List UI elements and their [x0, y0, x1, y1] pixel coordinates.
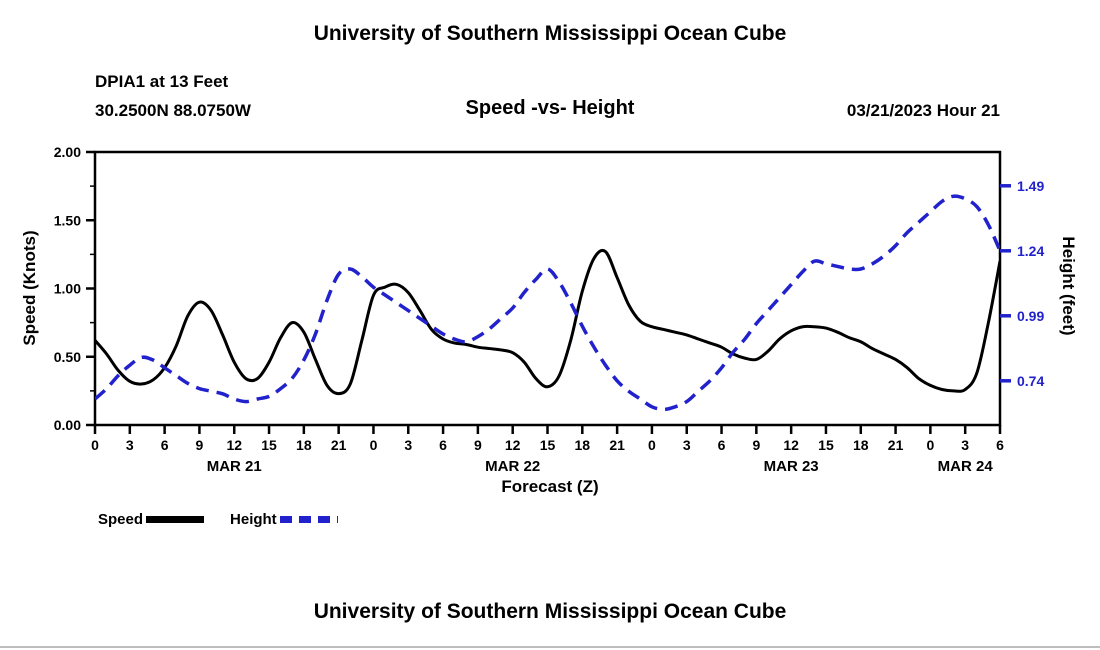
x-axis-tick-label: 3 — [683, 437, 691, 453]
x-axis-tick-label: 15 — [818, 437, 834, 453]
right-axis-title: Height (feet) — [1059, 236, 1078, 336]
x-axis-tick-label: 0 — [648, 437, 656, 453]
x-axis-tick-label: 6 — [439, 437, 447, 453]
right-axis-tick-label: 1.49 — [1017, 178, 1044, 194]
series-line-speed — [95, 248, 1000, 396]
x-axis-tick-label: 6 — [161, 437, 169, 453]
x-axis-tick-label: 6 — [996, 437, 1004, 453]
x-axis-tick-label: 0 — [370, 437, 378, 453]
x-axis-day-label: MAR 24 — [938, 458, 994, 475]
x-axis-tick-label: 9 — [474, 437, 482, 453]
page-title: University of Southern Mississippi Ocean… — [313, 22, 787, 45]
x-axis-tick-label: 0 — [926, 437, 934, 453]
x-axis-tick-label: 21 — [609, 437, 625, 453]
x-axis-tick-label: 0 — [91, 437, 99, 453]
x-axis-tick-label: 18 — [575, 437, 591, 453]
bottom-divider — [0, 646, 1100, 648]
chart-title: Speed -vs- Height — [465, 97, 635, 119]
plot-border — [93, 150, 1002, 427]
series-line-height — [95, 194, 1000, 412]
x-axis-day-label: MAR 22 — [485, 458, 540, 475]
right-axis-tick-label: 1.24 — [1017, 243, 1044, 259]
x-axis-tick-label: 18 — [296, 437, 312, 453]
x-axis-tick-label: 3 — [404, 437, 412, 453]
x-axis-tick-label: 18 — [853, 437, 869, 453]
x-axis-title: Forecast (Z) — [501, 477, 599, 496]
legend-height-swatch — [279, 516, 338, 523]
x-axis-tick-label: 15 — [261, 437, 277, 453]
right-axis-tick-label: 0.99 — [1017, 308, 1044, 324]
x-axis-tick-label: 3 — [961, 437, 969, 453]
chart-legend: Speed Height — [98, 511, 338, 528]
left-axis-tick-label: 0.50 — [54, 349, 81, 365]
x-axis-tick-label: 9 — [196, 437, 204, 453]
x-axis-day-label: MAR 21 — [207, 458, 262, 475]
left-axis-tick-label: 2.00 — [54, 144, 81, 160]
x-axis-tick-label: 9 — [752, 437, 760, 453]
x-axis-tick-label: 15 — [540, 437, 556, 453]
legend-speed-label: Speed — [98, 511, 144, 528]
x-axis-tick-label: 12 — [783, 437, 799, 453]
x-axis-tick-label: 3 — [126, 437, 134, 453]
right-axis-tick-label: 0.74 — [1017, 373, 1044, 389]
station-label: DPIA1 at 13 Feet — [95, 72, 229, 91]
x-axis-tick-label: 12 — [226, 437, 242, 453]
left-axis-title: Speed (Knots) — [20, 230, 39, 346]
x-axis-day-label: MAR 23 — [764, 458, 819, 475]
left-axis-tick-label: 1.00 — [54, 281, 81, 297]
x-axis-tick-label: 21 — [888, 437, 904, 453]
x-axis-tick-label: 21 — [331, 437, 347, 453]
left-axis-tick-label: 1.50 — [54, 212, 81, 228]
x-axis-tick-label: 12 — [505, 437, 521, 453]
x-axis-tick-label: 6 — [718, 437, 726, 453]
datetime-label: 03/21/2023 Hour 21 — [846, 101, 1000, 120]
footer-title: University of Southern Mississippi Ocean… — [313, 600, 787, 623]
coordinates-label: 30.2500N 88.0750W — [95, 101, 251, 120]
left-axis-tick-label: 0.00 — [54, 417, 81, 433]
legend-speed-swatch — [146, 516, 205, 523]
legend-height-label: Height — [230, 511, 277, 528]
